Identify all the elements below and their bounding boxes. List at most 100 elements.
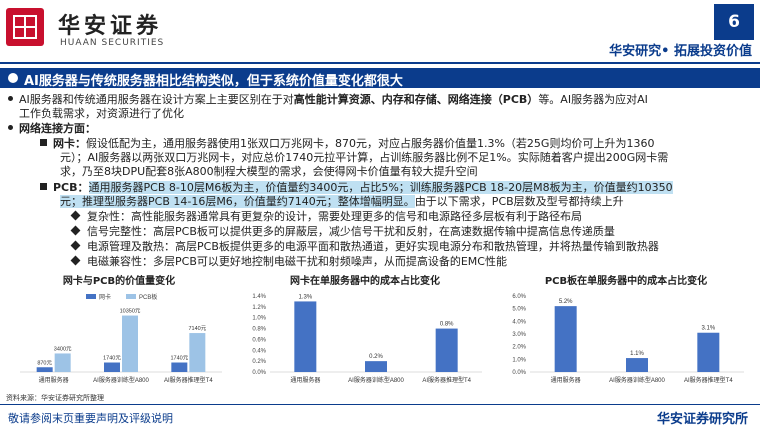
legend-swatch	[86, 294, 96, 299]
intro-text-end: 等。AI服务器为应对AI	[538, 93, 648, 106]
slide-title: AI服务器与传统服务器相比结构类似，但于系统价值量变化都很大	[24, 74, 403, 89]
bullet-square-icon	[40, 139, 47, 146]
x-tick-label: AI服务器推理型T4	[164, 376, 213, 384]
bar	[294, 301, 317, 372]
chart-canvas: 0.0% 1.0% 2.0% 3.0% 4.0% 5.0% 6.0% 5.2% 通用服务器 1.1…	[512, 294, 744, 384]
legend-swatch	[126, 294, 136, 299]
data-label: 1740元	[170, 355, 188, 362]
y-tick-label: 1.0%	[252, 316, 266, 322]
x-tick-label: AI服务器推理型T4	[684, 376, 733, 384]
header-divider	[0, 62, 760, 64]
bullet-dot-icon	[8, 96, 13, 101]
data-label: 0.8%	[440, 322, 454, 328]
bar	[122, 315, 138, 372]
bar	[626, 358, 648, 372]
pcb-text-3: 由于以下需求，PCB层数及型号都持续上升	[414, 195, 624, 208]
company-logo-icon	[6, 8, 44, 46]
x-tick-label: AI服务器训练型A800	[609, 376, 665, 384]
source-note: 资料来源：华安证券研究所整理	[6, 394, 104, 402]
bar	[554, 306, 577, 372]
bar	[104, 362, 120, 372]
intro-line-2: 工作负载需求，对资源进行了优化	[19, 107, 184, 120]
title-bullet-icon	[8, 73, 18, 83]
sub-point-power: 电源管理及散热：高层PCB板提供更多的电源平面和散热通道，更好实现电源分布和散热…	[70, 240, 659, 254]
y-tick-label: 0.0%	[252, 370, 266, 376]
legend-label: 网卡	[99, 293, 111, 301]
chart-nic-pcb-value: 网卡与PCB的价值量变化 网卡 PCB板 870元 3400元通用服务器 1740元 10…	[8, 272, 230, 390]
nic-line-1: 网卡：假设低配为主，通用服务器使用1张双口万兆网卡，870元，对应占服务器价值量…	[40, 137, 654, 151]
data-label: 5.2%	[559, 299, 573, 305]
x-tick-label: 通用服务器	[39, 376, 69, 384]
bar	[697, 332, 720, 372]
bar	[54, 353, 71, 372]
sub-point-text: 电源管理及散热：高层PCB板提供更多的电源平面和散热通道，更好实现电源分布和散热…	[87, 240, 659, 253]
chart-title: PCB板在单服务器中的成本占比变化	[544, 276, 708, 287]
sub-point-complexity: 复杂性：高性能服务器通常具有更复杂的设计，需要处理更多的信号和电源路径多层板有利…	[70, 210, 582, 224]
sub-point-text: 电磁兼容性：多层PCB可以更好地控制电磁干扰和射频噪声，从而提高设备的EMC性能	[87, 255, 507, 268]
bullet-square-icon	[40, 183, 47, 190]
y-tick-label: 0.0%	[512, 370, 526, 376]
logo-chinese-name: 华安证券	[58, 14, 163, 39]
y-tick-label: 0.4%	[252, 348, 266, 354]
bullet-diamond-icon	[70, 210, 81, 221]
intro-emphasis: 高性能计算资源、内存和存储、网络连接（PCB）	[293, 93, 539, 106]
bar	[435, 328, 458, 372]
data-label: 1.1%	[630, 351, 644, 357]
header-slogan: 华安研究• 拓展投资价值	[609, 44, 752, 59]
nic-label: 网卡：	[53, 137, 86, 150]
data-label: 1740元	[103, 355, 121, 362]
footer-divider	[0, 404, 760, 405]
chart-title: 网卡与PCB的价值量变化	[62, 276, 176, 287]
legend-label: PCB板	[139, 293, 157, 301]
pcb-line-1: PCB：通用服务器PCB 8-10层M6板为主，价值量约3400元，占比5%；训…	[40, 181, 673, 195]
y-tick-label: 1.2%	[252, 305, 266, 311]
data-label: 870元	[37, 359, 52, 366]
bar	[171, 362, 188, 372]
slide-title-bar: AI服务器与传统服务器相比结构类似，但于系统价值量变化都很大	[0, 68, 760, 89]
data-label: 1.3%	[298, 294, 312, 300]
pcb-text-2: 元；推理型服务器PCB 14-16层M6，价值量约7140元；整体增幅明显。	[60, 195, 415, 208]
y-tick-label: 0.6%	[252, 337, 266, 343]
sub-point-emc: 电磁兼容性：多层PCB可以更好地控制电磁干扰和射频噪声，从而提高设备的EMC性能	[70, 255, 507, 269]
nic-line-2: 元）；AI服务器以两张双口万兆网卡，对应总价1740元拉平计算，占训练服务器比例…	[60, 151, 669, 164]
chart-title: 网卡在单服务器中的成本占比变化	[290, 276, 440, 287]
y-tick-label: 0.2%	[252, 359, 266, 365]
nic-text-1: 假设低配为主，通用服务器使用1张双口万兆网卡，870元，对应占服务器价值量1.3…	[86, 137, 655, 150]
chart-nic-cost-share: 网卡在单服务器中的成本占比变化 0.0% 0.2% 0.4% 0.6% 0.8% 1.0%…	[240, 272, 490, 390]
chart-canvas: 0.0% 0.2% 0.4% 0.6% 0.8% 1.0% 1.2% 1.4% 1.3% 通用服务…	[252, 294, 482, 384]
chart-pcb-cost-share: PCB板在单服务器中的成本占比变化 0.0% 1.0% 2.0% 3.0% 4.0% 5.…	[500, 272, 752, 390]
data-label: 0.2%	[369, 354, 383, 360]
y-tick-label: 5.0%	[512, 307, 526, 313]
disclaimer-text: 敬请参阅末页重要声明及评级说明	[8, 412, 173, 425]
bullet-diamond-icon	[70, 225, 81, 236]
intro-text: AI服务器和传统通用服务器在设计方案上主要区别在于对	[19, 93, 294, 106]
y-tick-label: 4.0%	[512, 319, 526, 325]
y-tick-label: 0.8%	[252, 327, 266, 333]
network-heading-line: 网络连接方面：	[8, 122, 96, 136]
data-label: 3400元	[54, 345, 72, 352]
x-tick-label: 通用服务器	[551, 376, 581, 384]
pcb-label: PCB：	[53, 181, 89, 194]
y-tick-label: 1.0%	[512, 357, 526, 363]
sub-point-text: 信号完整性：高层PCB板可以提供更多的屏蔽层，减少信号干扰和反射，在高速数据传输…	[87, 225, 615, 238]
x-tick-label: 通用服务器	[290, 376, 320, 384]
y-tick-label: 2.0%	[512, 345, 526, 351]
y-tick-label: 1.4%	[252, 294, 266, 300]
logo-english-name: HUAAN SECURITIES	[60, 38, 165, 48]
intro-line-1: AI服务器和传统通用服务器在设计方案上主要区别在于对高性能计算资源、内存和存储、…	[8, 93, 648, 107]
sub-point-text: 复杂性：高性能服务器通常具有更复杂的设计，需要处理更多的信号和电源路径多层板有利…	[87, 210, 582, 223]
nic-line-3: 求，乃至8块DPU配套8张A800制程大模型的需求，会使得网卡价值量有较大提升空…	[60, 165, 478, 178]
footer-organization: 华安证券研究所	[656, 412, 748, 427]
bullet-diamond-icon	[70, 255, 81, 266]
x-tick-label: AI服务器推理型T4	[422, 376, 471, 384]
data-label: 3.1%	[701, 326, 715, 332]
pcb-text-1: 通用服务器PCB 8-10层M6板为主，价值量约3400元，占比5%；训练服务器…	[88, 181, 673, 194]
data-label: 10350元	[120, 308, 141, 315]
x-tick-label: AI服务器训练型A800	[93, 376, 149, 384]
bar	[36, 367, 53, 372]
network-heading: 网络连接方面：	[19, 122, 96, 135]
pcb-line-2: 元；推理型服务器PCB 14-16层M6，价值量约7140元；整体增幅明显。由于…	[60, 195, 624, 209]
y-tick-label: 6.0%	[512, 294, 526, 300]
sub-point-signal: 信号完整性：高层PCB板可以提供更多的屏蔽层，减少信号干扰和反射，在高速数据传输…	[70, 225, 615, 239]
